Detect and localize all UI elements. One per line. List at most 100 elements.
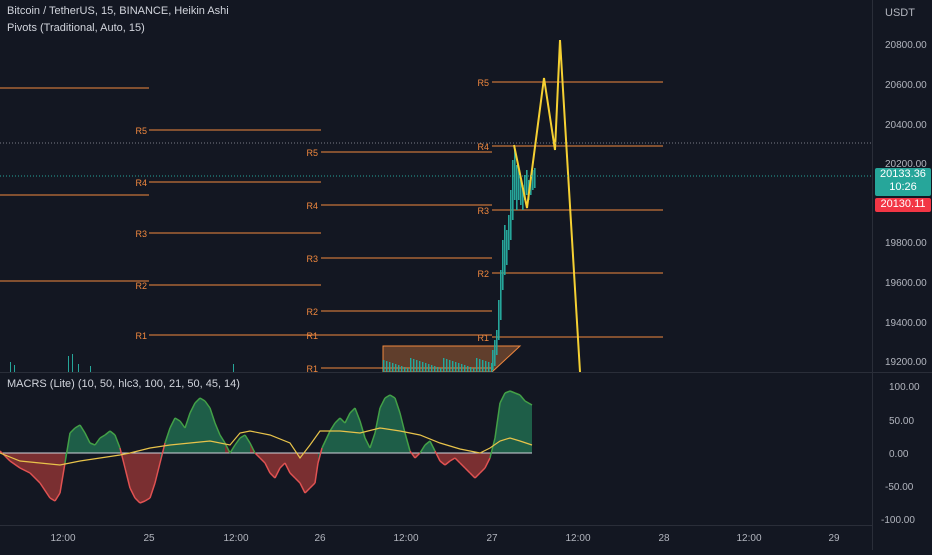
osc-main-line-segment (9, 460, 21, 469)
osc-main-line-segment (414, 452, 421, 459)
candle (467, 366, 469, 372)
osc-main-line-segment (174, 417, 181, 422)
osc-main-line-segment (519, 394, 526, 402)
candle (458, 363, 460, 372)
osc-main-line-segment (484, 457, 491, 469)
candle (473, 368, 475, 372)
osc-main-line-segment (514, 392, 521, 396)
candle (494, 340, 496, 366)
candle (410, 358, 412, 372)
candle (516, 165, 518, 210)
osc-main-line-segment (194, 397, 201, 404)
pane-separator[interactable] (0, 372, 932, 373)
candle (464, 365, 466, 372)
osc-main-line-segment (329, 422, 336, 432)
pivot-label: R5 (306, 148, 318, 158)
osc-main-line-segment (179, 420, 186, 429)
pivot-label: R4 (306, 201, 318, 211)
osc-main-line-segment (129, 487, 136, 499)
main-legend[interactable]: Bitcoin / TetherUS, 15, BINANCE, Heikin … (7, 5, 229, 17)
candle (434, 366, 436, 372)
candle (470, 367, 472, 372)
osc-main-line-segment (229, 444, 236, 454)
time-label: 29 (828, 533, 840, 544)
candle (446, 359, 448, 372)
osc-main-line-segment (39, 482, 51, 499)
candle (78, 364, 79, 372)
osc-main-line-segment (164, 427, 171, 444)
osc-main-line-segment (299, 482, 306, 494)
osc-main-line-segment (444, 460, 451, 466)
price-tick-label: 19600.00 (885, 278, 927, 289)
candle (425, 363, 427, 372)
candle (482, 360, 484, 372)
osc-main-line-segment (364, 437, 371, 449)
osc-main-line-segment (349, 407, 356, 414)
osc-main-line-segment (489, 437, 496, 459)
osc-main-line-segment (321, 430, 331, 449)
oscillator-legend[interactable]: MACRS (Lite) (10, 50, hlc3, 100, 21, 50,… (7, 378, 240, 390)
time-axis[interactable]: 12:00 25 12:00 26 12:00 27 12:00 28 12:00 29 (0, 525, 872, 550)
osc-main-line-segment (504, 390, 511, 394)
candle (389, 362, 391, 372)
candle (508, 215, 510, 250)
osc-main-line-segment (399, 412, 406, 434)
osc-main-line-segment (184, 412, 191, 429)
candle (392, 363, 394, 372)
osc-main-line-segment (0, 450, 11, 462)
alt-price-value: 20130.11 (880, 198, 926, 210)
osc-main-line-segment (254, 452, 261, 459)
pivot-label: R1 (135, 331, 147, 341)
time-label: 26 (314, 533, 326, 544)
osc-main-line-segment (419, 444, 426, 454)
zigzag-polyline (513, 39, 581, 373)
macrs-indicator-label: MACRS (Lite) (10, 50, hlc3, 100, 21, 50,… (7, 378, 240, 390)
oscillator-fill (0, 391, 532, 503)
osc-main-line-segment (394, 397, 401, 414)
osc-tick-label: 0.00 (889, 449, 909, 460)
osc-main-line-segment (209, 407, 216, 424)
osc-main-line-segment (494, 402, 501, 439)
time-label: 12:00 (50, 533, 75, 544)
osc-main-line-segment (279, 462, 286, 469)
osc-main-line-segment (239, 434, 246, 439)
osc-tick-label: -100.00 (881, 515, 915, 526)
candle (72, 354, 73, 372)
pivots-legend[interactable]: Pivots (Traditional, Auto, 15) (7, 22, 145, 34)
candle (398, 365, 400, 372)
candle (422, 362, 424, 372)
time-labels: 12:00 25 12:00 26 12:00 27 12:00 28 12:00 29 (50, 533, 840, 544)
pivot-label: R3 (306, 254, 318, 264)
osc-main-line-segment (54, 492, 61, 502)
osc-main-line-segment (339, 417, 346, 424)
candle (526, 170, 528, 195)
alt-price-badge: 20130.11 (875, 198, 931, 212)
pivot-label: R4 (135, 178, 147, 188)
main-chart-pane[interactable]: R5 R4 R3 R2 R1 R5 R4 R3 R2 R1 R1 R5 R4 R3 R2 R1 (0, 0, 872, 374)
candle (407, 368, 409, 372)
currency-label: USDT (885, 7, 915, 19)
osc-main-line-segment (154, 462, 161, 484)
time-axis-svg: 12:00 25 12:00 26 12:00 27 12:00 28 12:00 29 (50, 533, 840, 544)
osc-main-line-segment (389, 394, 396, 399)
osc-main-line-segment (379, 397, 386, 409)
candle (383, 360, 385, 372)
candle (404, 367, 406, 372)
candle (14, 365, 15, 372)
price-tick-label: 20400.00 (885, 120, 927, 131)
price-axis[interactable]: USDT 20800.00 20600.00 20400.00 20200.00 198… (872, 0, 932, 550)
osc-main-line-segment (259, 457, 266, 464)
osc-main-line-segment (334, 417, 341, 424)
osc-main-line-segment (199, 397, 206, 402)
price-tick-label: 19200.00 (885, 357, 927, 368)
osc-main-line-segment (469, 472, 476, 479)
oscillator-pane[interactable] (0, 373, 872, 525)
osc-main-line-segment (99, 434, 106, 439)
osc-main-line-segment (124, 467, 131, 489)
candles (10, 150, 536, 372)
osc-main-line-segment (189, 402, 196, 414)
candle (534, 168, 536, 188)
pivot-label: R5 (135, 126, 147, 136)
osc-main-line-segment (509, 390, 516, 394)
osc-main-line-segment (109, 430, 116, 436)
